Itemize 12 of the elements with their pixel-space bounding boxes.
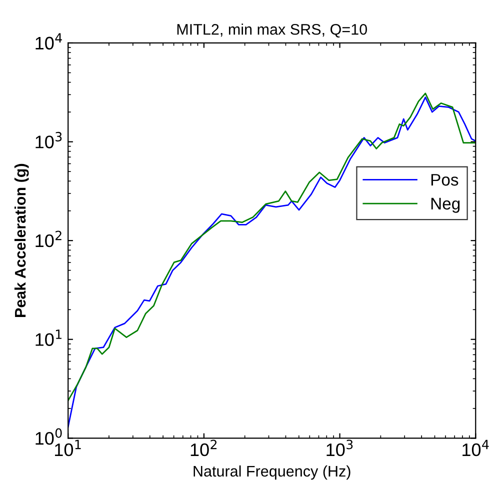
legend-label: Neg <box>431 198 460 213</box>
y-tick-label: 10$^{4}$ <box>36 33 62 50</box>
y-tick-label: 10$^{3}$ <box>36 132 62 148</box>
x-tick-label: 10$^{3}$ <box>326 440 353 456</box>
chart-title: MITL2, min max SRS, Q=10 <box>177 24 367 38</box>
x-tick-label: 10$^{2}$ <box>190 440 217 456</box>
y-tick-label: 10$^{2}$ <box>36 230 62 248</box>
y-tick-label: 10$^{1}$ <box>36 330 62 346</box>
y-axis-title: Peak Acceleration (g) <box>14 164 29 317</box>
x-tick-label: 10$^{4}$ <box>462 440 489 456</box>
x-axis-title: Natural Frequency (Hz) <box>194 465 350 480</box>
legend-label: Pos <box>431 174 458 186</box>
